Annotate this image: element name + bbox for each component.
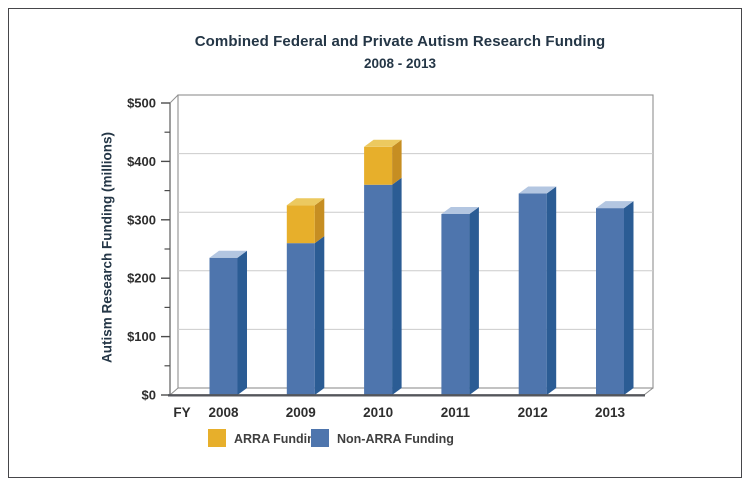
bar-top-face	[596, 201, 634, 209]
bar-front-face	[441, 213, 470, 395]
bar-2011-non-arra-funding	[441, 206, 479, 395]
bar-2009-arra-funding	[286, 198, 325, 244]
bar-2013-non-arra-funding	[596, 201, 634, 395]
bar-side-face	[624, 201, 634, 395]
bar-front-face	[286, 243, 315, 395]
legend-item-arra-funding: ARRA Funding	[208, 429, 322, 447]
legend-label-arra-funding: ARRA Funding	[234, 432, 322, 446]
bar-top-face	[209, 250, 247, 258]
chart-title: Combined Federal and Private Autism Rese…	[194, 33, 606, 50]
bar-side-face	[237, 250, 247, 395]
bar-front-face	[518, 193, 547, 395]
bar-front-face	[364, 184, 393, 395]
bar-side-face	[392, 177, 402, 395]
bar-front-face	[596, 208, 624, 395]
bevel-bottom-left	[169, 387, 179, 396]
bar-side-face	[546, 186, 557, 395]
bar-2012-non-arra-funding	[518, 186, 557, 395]
y-tick-label: $500	[127, 96, 156, 111]
legend-swatch-non-arra-funding	[311, 429, 329, 447]
bar-front-face	[364, 146, 393, 185]
bar-top-face	[518, 186, 557, 194]
x-tick-label-2011: 2011	[441, 405, 471, 420]
bar-top-face	[441, 206, 479, 214]
bevel-bottom-right	[643, 387, 654, 396]
bar-front-face	[286, 205, 315, 244]
bevel-top-left	[169, 94, 179, 104]
bar-front-face	[209, 257, 238, 395]
x-tick-label-2010: 2010	[363, 405, 393, 420]
bar-side-face	[392, 139, 402, 185]
x-tick-label-2012: 2012	[518, 405, 548, 420]
bar-top-face	[364, 139, 402, 147]
bar-2010-non-arra-funding	[364, 177, 402, 395]
legend-item-non-arra-funding: Non-ARRA Funding	[311, 429, 454, 447]
legend-swatch-arra-funding	[208, 429, 226, 447]
x-tick-label-2009: 2009	[286, 405, 316, 420]
y-tick-label: $200	[127, 271, 156, 286]
plot-back-wall	[177, 94, 654, 389]
bar-2009-non-arra-funding	[286, 236, 325, 395]
x-axis-prefix-label: FY	[173, 405, 190, 420]
y-tick-label: $400	[127, 154, 156, 169]
chart-subtitle: 2008 - 2013	[363, 56, 437, 71]
x-tick-label-2008: 2008	[208, 405, 239, 420]
y-tick-label: $0	[142, 388, 156, 403]
y-tick-label: $300	[127, 212, 156, 227]
bar-side-face	[314, 198, 325, 244]
bar-2008-non-arra-funding	[209, 250, 247, 395]
y-tick-label: $100	[127, 329, 156, 344]
bar-side-face	[469, 206, 479, 395]
bar-side-face	[314, 236, 325, 395]
bar-2010-arra-funding	[364, 139, 402, 185]
bar-top-face	[286, 198, 325, 206]
x-tick-label-2013: 2013	[595, 405, 626, 420]
legend-label-non-arra-funding: Non-ARRA Funding	[337, 432, 454, 446]
